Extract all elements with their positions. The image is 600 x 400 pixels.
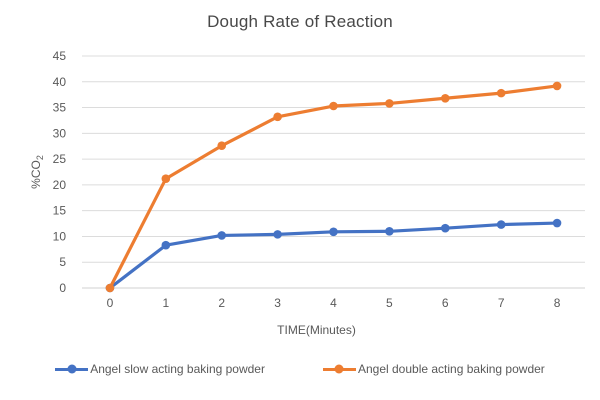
y-tick-label: 5 [59,255,66,269]
y-tick-label: 15 [53,204,67,218]
data-point[interactable] [329,101,338,111]
y-tick-label: 30 [53,126,67,140]
y-tick-label: 45 [53,49,67,63]
chart-title: Dough Rate of Reaction [207,12,393,31]
legend-line-marker-orange [322,364,356,374]
x-axis-title: TIME(Minutes) [277,323,356,337]
data-point[interactable] [440,93,450,103]
data-point[interactable] [161,174,171,184]
x-tick-label: 8 [554,296,561,310]
legend: Angel slow acting baking powder Angel do… [0,362,600,376]
data-point[interactable] [552,81,562,91]
data-point[interactable] [273,230,282,239]
data-point[interactable] [161,240,171,250]
x-tick-label: 4 [330,296,337,310]
legend-item-slow-acting[interactable]: Angel slow acting baking powder [55,362,265,376]
x-tick-label: 5 [386,296,393,310]
data-point[interactable] [217,141,227,151]
legend-dot-blue [67,364,77,374]
x-tick-label: 0 [107,296,114,310]
data-point[interactable] [385,99,394,108]
data-point[interactable] [552,218,562,228]
y-axis-title-subscript: 2 [35,155,46,161]
y-tick-label: 35 [53,101,67,115]
x-tick-label: 3 [274,296,281,310]
x-tick-label: 7 [498,296,505,310]
y-axis-title-text: %CO [28,160,43,189]
x-tick-label: 6 [442,296,449,310]
y-tick-label: 40 [53,75,67,89]
data-point[interactable] [273,112,282,122]
data-point[interactable] [217,231,227,240]
legend-label-slow-acting: Angel slow acting baking powder [90,362,265,376]
legend-line-marker-blue [55,364,89,374]
legend-dot-orange [334,364,344,374]
y-axis-title: %CO2 [29,155,45,189]
data-point[interactable] [496,88,506,98]
x-tick-label: 2 [218,296,225,310]
data-point[interactable] [329,227,338,237]
data-point[interactable] [440,223,450,233]
y-tick-label: 10 [53,229,67,243]
y-tick-label: 20 [53,178,67,192]
y-tick-label: 25 [53,152,67,166]
legend-item-double-acting[interactable]: Angel double acting baking powder [322,362,545,376]
series-line-1 [108,84,559,290]
data-point[interactable] [496,220,506,229]
data-point[interactable] [385,226,394,236]
legend-label-double-acting: Angel double acting baking powder [357,362,545,376]
data-point[interactable] [105,283,115,293]
x-tick-label: 1 [162,296,169,310]
y-tick-label: 0 [59,281,66,295]
